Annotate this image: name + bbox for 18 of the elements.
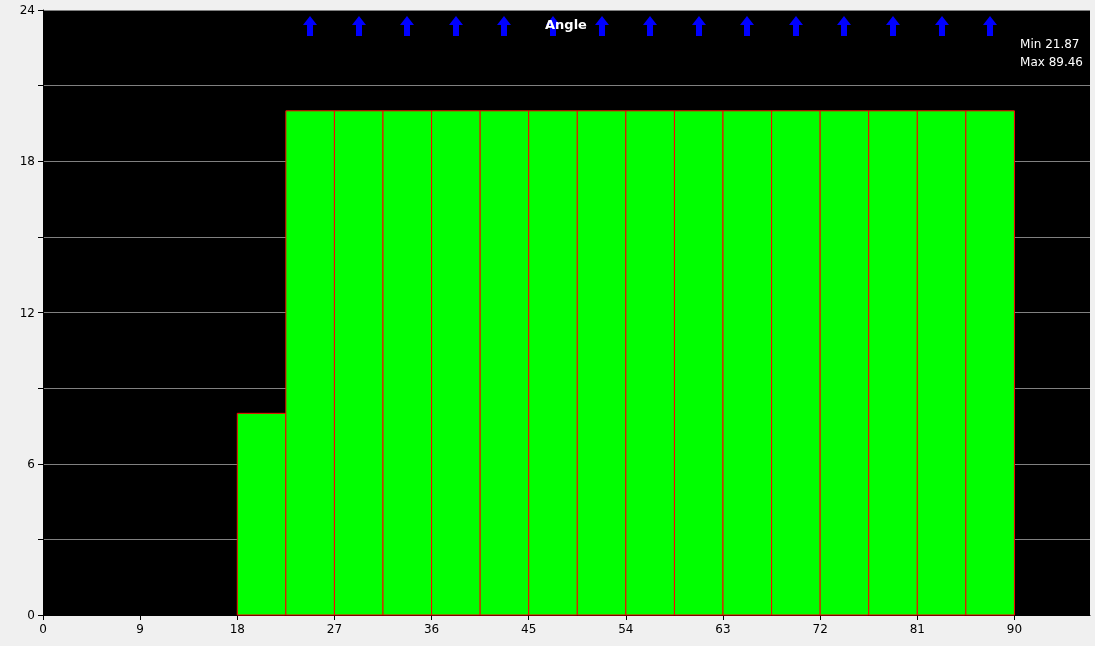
y-tick-label: 12: [19, 305, 35, 320]
x-tick-label: 18: [229, 622, 245, 636]
annotation: Max 89.46: [1020, 55, 1084, 69]
x-tick-label: 27: [326, 622, 343, 636]
x-tick-label: 81: [909, 622, 925, 636]
x-tick-label: 63: [715, 622, 731, 636]
y-tick-label: 6: [27, 456, 35, 471]
x-tick-label: 54: [618, 622, 634, 636]
x-tick-label: 45: [521, 622, 537, 636]
annotation: Min 21.87: [1020, 37, 1080, 51]
x-tick-label: 72: [812, 622, 828, 636]
x-tick-label: 9: [136, 622, 144, 636]
y-tick-label: 18: [19, 154, 35, 169]
x-tick-label: 0: [39, 622, 47, 636]
x-tick-label: 36: [423, 622, 440, 636]
x-tick-label: 90: [1006, 622, 1023, 636]
y-tick-label: 0: [27, 608, 35, 622]
y-tick-label: 24: [19, 3, 35, 17]
